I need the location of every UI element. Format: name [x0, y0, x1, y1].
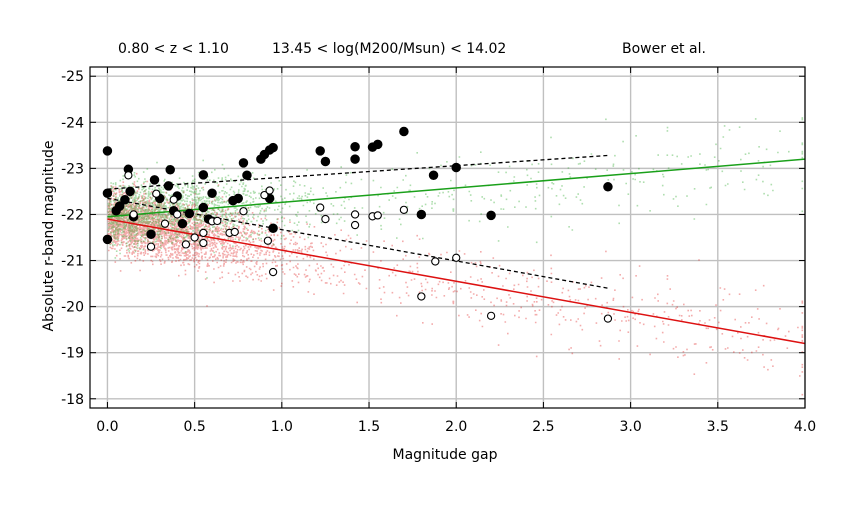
- filled-data-point: [146, 229, 156, 240]
- open-data-point: [350, 210, 360, 219]
- y-tick-label: -18: [61, 392, 84, 408]
- open-data-point: [146, 242, 156, 251]
- header-model-name: Bower et al.: [622, 41, 706, 57]
- filled-data-point: [451, 162, 461, 173]
- open-data-point: [486, 311, 496, 320]
- open-data-point: [260, 190, 269, 200]
- filled-data-point: [120, 194, 130, 205]
- x-tick-label: 3.5: [707, 419, 729, 435]
- header-redshift-range: 0.80 < z < 1.10: [118, 41, 229, 57]
- galaxy-density-cloud: [107, 117, 804, 396]
- filled-data-point: [177, 218, 188, 229]
- open-data-point: [263, 236, 273, 245]
- open-data-point: [239, 207, 248, 216]
- open-data-point: [169, 195, 178, 204]
- x-tick-label: 2.0: [445, 419, 467, 435]
- x-tick-label: 1.0: [271, 419, 293, 435]
- x-tick-label: 0.5: [184, 419, 206, 435]
- filled-data-point: [268, 223, 278, 234]
- x-tick-label: 1.5: [358, 419, 380, 435]
- y-tick-label: -25: [61, 69, 84, 85]
- open-data-point: [603, 314, 613, 323]
- filled-data-point: [198, 170, 209, 180]
- open-data-point: [173, 210, 182, 219]
- open-data-point: [452, 253, 461, 262]
- filled-data-point: [315, 146, 325, 156]
- open-data-point: [199, 238, 208, 248]
- open-data-point: [399, 205, 409, 215]
- filled-data-point: [125, 186, 135, 197]
- filled-data-point: [416, 209, 427, 220]
- filled-data-point: [320, 156, 331, 167]
- data-points: [102, 126, 613, 323]
- open-data-point: [124, 171, 133, 180]
- filled-data-point: [242, 170, 252, 181]
- header-mass-range: 13.45 < log(M200/Msun) < 14.02: [272, 41, 506, 57]
- filled-data-point: [184, 208, 195, 219]
- filled-data-point: [149, 175, 160, 185]
- x-axis-title: Magnitude gap: [393, 447, 498, 463]
- y-tick-label: -21: [61, 254, 84, 270]
- filled-data-point: [102, 146, 113, 156]
- filled-data-point: [372, 139, 383, 150]
- green-solid-fit-line: [107, 158, 806, 218]
- y-tick-label: -19: [61, 346, 84, 362]
- open-data-point: [129, 210, 138, 219]
- filled-data-point: [486, 210, 496, 221]
- filled-data-point: [428, 170, 439, 181]
- x-tick-label: 2.5: [532, 419, 554, 435]
- filled-data-point: [268, 142, 278, 153]
- open-data-point: [350, 220, 360, 230]
- open-data-point: [230, 227, 239, 237]
- filled-data-point: [238, 158, 249, 168]
- open-data-point: [417, 292, 426, 301]
- filled-data-point: [350, 141, 360, 152]
- open-data-point: [373, 211, 382, 220]
- filled-data-point: [102, 234, 113, 245]
- filled-data-point: [399, 126, 409, 137]
- plot-frame: [89, 66, 806, 409]
- filled-data-point: [163, 181, 174, 191]
- x-tick-label: 4.0: [794, 419, 816, 435]
- filled-data-point: [102, 188, 113, 199]
- filled-data-point: [350, 154, 360, 164]
- open-data-point: [152, 189, 161, 198]
- filled-data-point: [198, 202, 209, 213]
- filled-data-point: [165, 165, 175, 175]
- open-data-point: [213, 216, 222, 226]
- open-data-point: [199, 228, 208, 238]
- axis-ticks: 0.0 0.5 1.0 1.5 2.0 2.5 3.0 3.5 4.0 -25 -24 -23 -22 -…: [61, 67, 816, 435]
- x-tick-label: 0.0: [96, 419, 118, 435]
- filled-data-point: [603, 182, 613, 192]
- green-galaxy-cloud: [107, 117, 804, 279]
- y-tick-label: -24: [61, 115, 84, 131]
- open-data-point: [321, 214, 330, 224]
- open-data-point: [431, 257, 440, 266]
- filled-data-point: [114, 201, 125, 211]
- open-data-point: [190, 233, 199, 242]
- open-data-point: [265, 186, 274, 195]
- filled-data-point: [207, 188, 217, 199]
- red-solid-fit-line: [107, 218, 806, 345]
- filled-data-point: [233, 193, 243, 204]
- open-data-point: [316, 203, 325, 212]
- y-tick-label: -20: [61, 300, 84, 316]
- open-data-point: [268, 267, 278, 277]
- y-axis-title: Absolute r-band magnitude: [41, 141, 57, 332]
- y-tick-label: -23: [61, 161, 84, 177]
- open-data-point: [181, 240, 191, 249]
- y-tick-label: -22: [61, 207, 84, 223]
- open-data-point: [160, 219, 170, 228]
- x-tick-label: 3.0: [619, 419, 641, 435]
